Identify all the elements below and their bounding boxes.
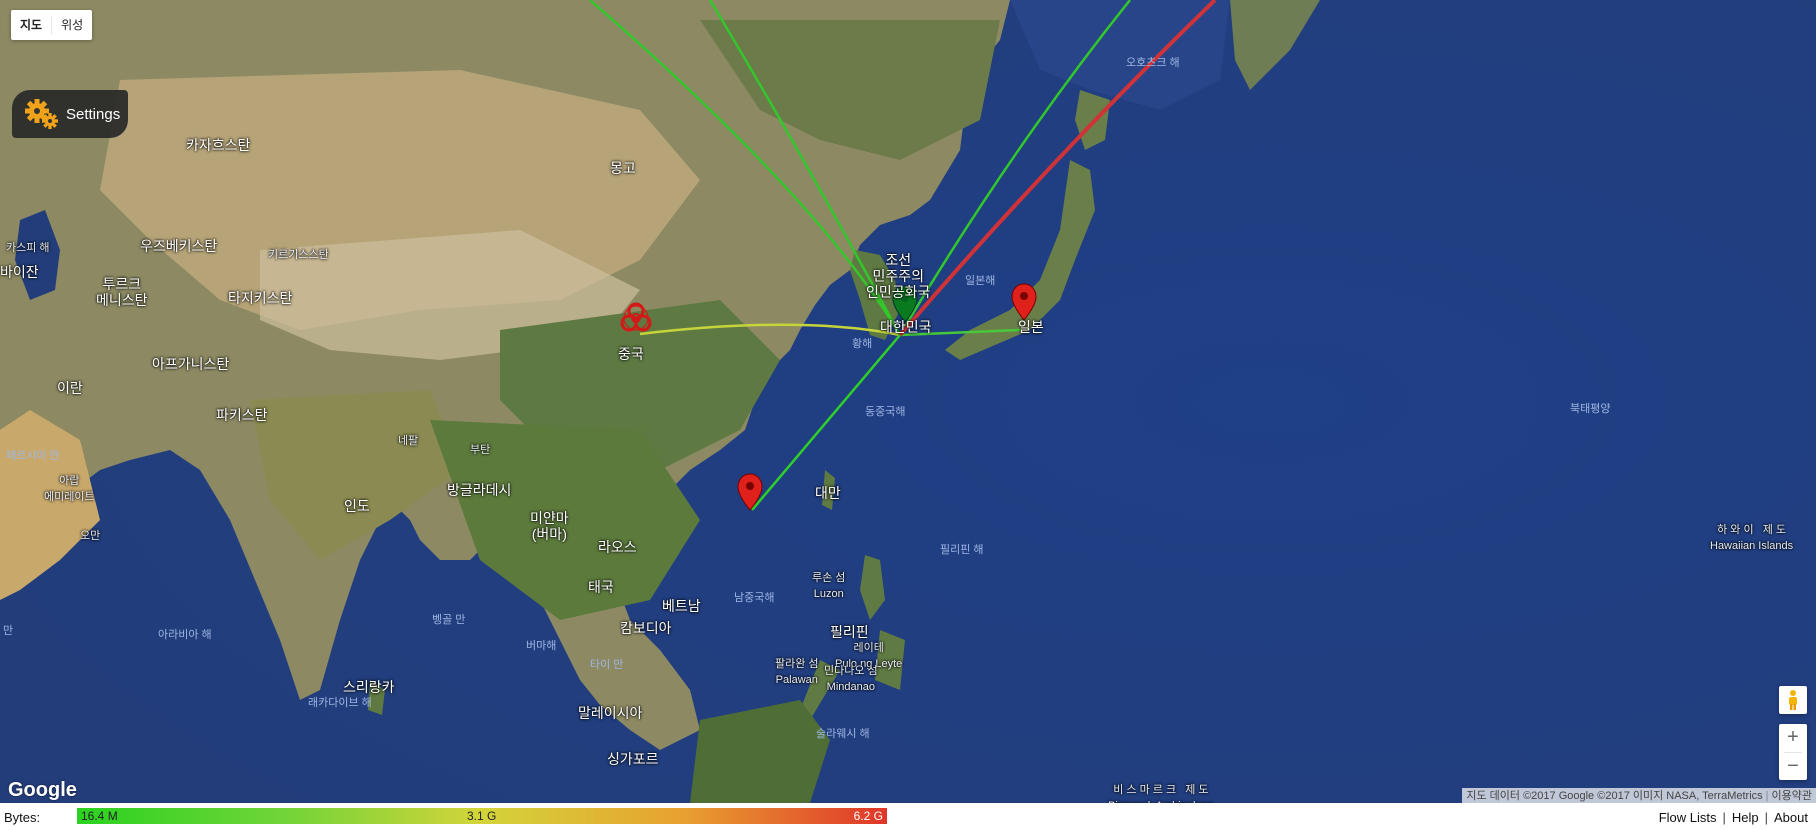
green-marker — [892, 285, 918, 323]
map-type-satellite-button[interactable]: 위성 — [61, 18, 84, 32]
label-cambodia: 캄보디아 — [620, 620, 672, 636]
flow-line-japan — [899, 328, 1021, 337]
zoom-control: + − — [1779, 724, 1807, 780]
map-type-map-button[interactable]: 지도 — [20, 18, 43, 32]
gear-icon — [24, 97, 60, 131]
map-type-divider — [51, 16, 53, 34]
label-malaysia: 말레이시아 — [578, 705, 643, 721]
label-east-china-sea: 동중국해 — [865, 406, 906, 418]
label-south-china-sea: 남중국해 — [734, 592, 775, 604]
label-hawaii: 하 와 이 제 도 Hawaiian Islands — [1710, 524, 1794, 552]
label-south-korea: 대한민국 — [880, 319, 932, 335]
label-iran: 이란 — [57, 380, 83, 396]
zoom-in-button[interactable]: + — [1787, 726, 1799, 748]
label-bangladesh: 방글라데시 — [447, 482, 512, 498]
flow-line-hongkong — [751, 334, 901, 511]
label-singapore: 싱가포르 — [607, 751, 659, 767]
label-afghanistan: 아프가니스탄 — [152, 356, 230, 372]
label-azerbaijan: 바이잔 — [0, 264, 39, 280]
flow-lists-link[interactable]: Flow Lists — [1658, 810, 1717, 825]
label-luzon: 루손 섬 Luzon — [812, 572, 846, 600]
label-mongolia: 몽고 — [610, 160, 636, 176]
label-sulu: 술라웨시 해 — [816, 728, 870, 740]
map-type-control: 지도 위성 — [11, 10, 93, 40]
label-nepal: 네팔 — [398, 435, 419, 447]
settings-label: Settings — [66, 105, 121, 123]
label-turkmenistan: 투르크 메니스탄 — [96, 276, 148, 308]
label-vietnam: 베트남 — [662, 598, 701, 614]
label-persian-gulf: 페르시아 만 — [6, 450, 60, 462]
label-kyrgyzstan: 키르기스스탄 — [268, 249, 329, 261]
label-bay-bengal: 벵골 만 — [432, 614, 466, 626]
red-marker-japan — [1011, 283, 1037, 321]
label-kazakhstan: 카자흐스탄 — [186, 137, 251, 153]
terms-link[interactable]: 이용약관 — [1771, 790, 1812, 802]
label-sea-japan: 일본해 — [965, 275, 996, 287]
label-andaman: 버마해 — [526, 640, 557, 652]
satellite-map — [0, 0, 1816, 803]
label-myanmar: 미얀마 (버마) — [530, 510, 569, 542]
label-edge-man: 만 — [3, 625, 14, 637]
zoom-divider — [1784, 752, 1802, 753]
label-philippines: 필리핀 — [830, 624, 869, 640]
label-philippine-sea: 필리핀 해 — [940, 544, 984, 556]
label-yellow-sea: 황해 — [852, 338, 873, 350]
biohazard-icon — [620, 302, 652, 332]
google-logo: Google — [8, 779, 77, 801]
label-laccadive: 래카다이브 해 — [308, 697, 372, 709]
label-uae: 아랍 에미레이트 — [44, 475, 95, 503]
label-bismarck: 비 스 마 르 크 제 도 Bismarck Archipelago — [1108, 784, 1214, 803]
label-india: 인도 — [344, 498, 370, 514]
label-china: 중국 — [618, 346, 644, 362]
flow-line-ne1 — [898, 0, 1131, 336]
label-laos: 라오스 — [598, 539, 637, 555]
legend-min-label: 16.4 M — [81, 809, 118, 823]
label-sri-lanka: 스리랑카 — [343, 679, 395, 695]
legend-mid-label: 3.1 G — [467, 809, 497, 823]
label-palawan: 팔라완 섬 Palawan — [775, 658, 819, 686]
about-link[interactable]: About — [1774, 810, 1808, 825]
red-marker-hongkong — [737, 473, 763, 511]
map-data-text[interactable]: 지도 데이터 ©2017 Google ©2017 이미지 NASA, Terr… — [1466, 790, 1763, 802]
flow-line-china — [639, 323, 901, 337]
label-oman: 오만 — [80, 530, 101, 542]
label-uzbekistan: 우즈베키스탄 — [140, 238, 218, 254]
label-gulf-thailand: 타이 만 — [590, 659, 624, 671]
map-canvas[interactable]: 카자흐스탄 몽고 우즈베키스탄 키르기스스탄 투르크 메니스탄 타지키스탄 카스… — [0, 0, 1816, 803]
label-leyte: 레이테 Pulo ng Leyte — [835, 642, 903, 670]
map-attribution: 지도 데이터 ©2017 Google ©2017 이미지 NASA, Terr… — [1462, 788, 1816, 803]
zoom-out-button[interactable]: − — [1787, 755, 1799, 777]
bytes-label: Bytes: — [4, 810, 41, 825]
label-bhutan: 부탄 — [470, 444, 491, 456]
label-north-korea: 조선 민주주의 인민공화국 — [866, 252, 931, 300]
label-thailand: 태국 — [588, 579, 614, 595]
pegman-icon — [1789, 690, 1797, 710]
flow-line-ne-red — [898, 0, 1217, 337]
help-link[interactable]: Help — [1731, 810, 1759, 825]
label-sea-okhotsk: 오호츠크 해 — [1126, 57, 1180, 69]
label-taiwan: 대만 — [815, 485, 841, 501]
street-view-pegman-button[interactable] — [1779, 686, 1807, 714]
label-pacific: 북태평양 — [1570, 403, 1611, 415]
label-mindanao: 민다나오 섬 Mindanao — [824, 665, 878, 693]
label-caspian: 카스피 해 — [6, 242, 50, 254]
label-japan: 일본 — [1018, 319, 1044, 335]
settings-button[interactable]: Settings — [12, 90, 128, 138]
label-tajikistan: 타지키스탄 — [228, 290, 293, 306]
flow-line-nw1 — [589, 0, 902, 336]
footer-links: Flow Lists | Help | About — [1658, 810, 1808, 825]
flow-line-nw2 — [708, 0, 902, 336]
label-arabian-sea: 아라비아 해 — [158, 629, 212, 641]
bytes-legend-gradient: 16.4 M 3.1 G 6.2 G — [77, 808, 887, 824]
legend-max-label: 6.2 G — [853, 809, 883, 823]
label-pakistan: 파키스탄 — [216, 407, 268, 423]
